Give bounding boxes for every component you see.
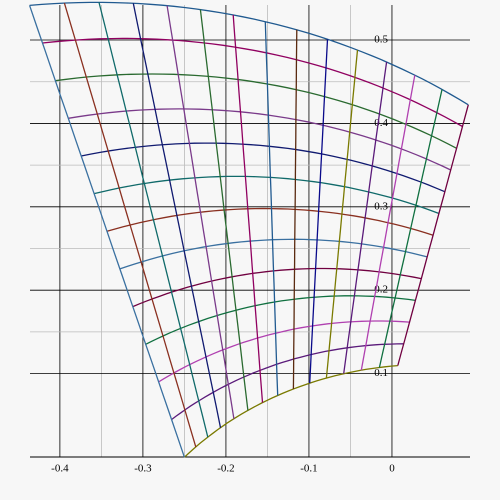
mesh	[28, 1, 469, 458]
mesh-arc	[145, 295, 416, 345]
y-tick-label: 0.1	[374, 367, 388, 379]
mesh-arc	[183, 364, 398, 458]
mesh-ray	[28, 5, 186, 458]
mesh-ray	[292, 29, 298, 390]
x-tick-label: -0.1	[300, 463, 317, 475]
mesh-ray	[264, 21, 279, 396]
mesh-ray	[378, 89, 443, 368]
mesh-ray	[325, 49, 359, 379]
mesh-ray	[343, 61, 388, 374]
y-tick-label: 0.3	[374, 200, 388, 212]
mesh-ray	[397, 104, 469, 366]
mesh-arc	[55, 73, 457, 149]
mesh-ray	[199, 9, 249, 411]
mesh-ray	[309, 39, 329, 384]
y-tick-label: 0.4	[374, 117, 388, 129]
x-tick-label: -0.4	[51, 463, 69, 475]
mesh-ray	[166, 5, 235, 419]
x-tick-label: -0.3	[134, 463, 152, 475]
mesh-ray	[63, 2, 197, 448]
mesh-ray	[232, 14, 264, 403]
mesh-arc	[158, 320, 410, 383]
mesh-arc	[29, 1, 469, 106]
x-tick-label: -0.2	[217, 463, 234, 475]
mesh-arc	[171, 343, 404, 421]
mesh-arc	[68, 108, 451, 171]
mesh-ray	[98, 2, 209, 438]
y-tick-label: 0.5	[374, 34, 388, 46]
x-tick-label: 0	[389, 463, 395, 475]
y-tick-label: 0.2	[374, 284, 388, 296]
mesh-ray	[360, 75, 416, 371]
mesh-ray	[132, 3, 222, 428]
